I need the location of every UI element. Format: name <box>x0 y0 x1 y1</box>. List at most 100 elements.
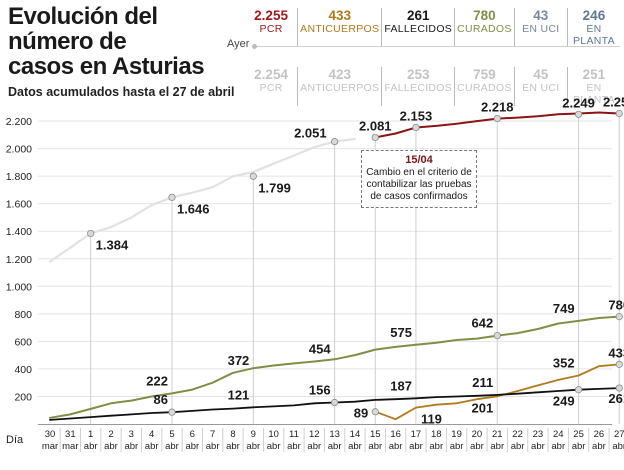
x-tick-day: 21 <box>492 429 503 440</box>
data-point-marker <box>168 408 176 416</box>
data-label: 119 <box>421 412 442 427</box>
stat-label: FALLECIDOS <box>384 82 453 94</box>
x-tick-month: abr <box>267 441 281 452</box>
data-point-marker <box>412 123 420 132</box>
x-tick-month: abr <box>470 441 484 452</box>
data-point-marker <box>615 312 623 321</box>
stat-yesterday-pcr: 2.254 PCR <box>245 67 299 106</box>
x-tick-day: 18 <box>431 429 442 440</box>
x-tick-day: 15 <box>370 429 381 440</box>
x-tick-day: 17 <box>411 429 422 440</box>
y-tick-label: 1.000 <box>6 281 32 293</box>
x-tick-month: abr <box>145 441 159 452</box>
stat-value: 2.254 <box>254 67 288 82</box>
x-tick-month: abr <box>450 441 464 452</box>
data-label: 2.249 <box>562 95 595 110</box>
data-point-marker <box>493 114 501 123</box>
data-point-marker <box>87 229 95 238</box>
x-tick-day: 5 <box>169 429 174 440</box>
x-tick-month: abr <box>409 441 423 452</box>
data-label: 201 <box>472 400 494 415</box>
x-tick-day: 26 <box>594 429 605 440</box>
x-tick-day: 2 <box>108 429 113 440</box>
x-tick-month: abr <box>226 441 240 452</box>
data-label: 372 <box>228 353 250 368</box>
y-tick-label: 1.400 <box>6 226 32 238</box>
x-axis-label: Día <box>6 434 24 446</box>
x-tick-month: mar <box>62 441 78 452</box>
y-tick-label: 1.800 <box>6 171 32 183</box>
x-tick-day: 8 <box>230 429 235 440</box>
stat-value: 261 <box>406 8 430 23</box>
x-tick-month: abr <box>490 441 504 452</box>
data-label: 1.646 <box>177 201 210 216</box>
x-tick-day: 19 <box>451 429 462 440</box>
x-tick-month: abr <box>592 441 606 452</box>
data-label: 261 <box>608 391 624 406</box>
x-tick-day: 11 <box>289 429 299 440</box>
stat-yesterday-uci: 45 EN UCI <box>515 67 568 106</box>
stat-value: 423 <box>328 67 351 82</box>
data-label: 454 <box>309 341 331 356</box>
x-tick-month: abr <box>368 441 382 452</box>
x-tick-day: 13 <box>329 429 340 440</box>
x-tick-day: 24 <box>553 429 564 440</box>
stat-today-anticuerpos: 433 ANTICUERPOS <box>298 8 383 47</box>
stat-value: 253 <box>406 67 430 82</box>
stat-yesterday-curados: 759 CURADOS <box>455 67 515 106</box>
y-tick-label: 600 <box>14 336 32 348</box>
stat-label: CURADOS <box>457 23 512 35</box>
x-tick-day: 16 <box>390 429 401 440</box>
x-tick-month: abr <box>185 441 199 452</box>
data-label: 86 <box>154 392 168 407</box>
data-label: 2.153 <box>400 109 433 124</box>
data-point-marker <box>493 331 501 340</box>
data-label: 2.081 <box>359 118 392 133</box>
y-tick-label: 400 <box>14 364 32 376</box>
stat-value: 43 <box>533 8 549 23</box>
x-tick-month: mar <box>42 441 58 452</box>
title-line-1: Evolución del <box>8 3 158 30</box>
chart-subtitle: Datos acumulados hasta el 27 de abril <box>8 85 235 99</box>
x-tick-month: abr <box>307 441 321 452</box>
stat-label: CURADOS <box>457 82 512 94</box>
x-tick-day: 31 <box>65 429 76 440</box>
data-label: 1.384 <box>96 237 129 252</box>
criteria-change-note: 15/04 Cambio en el criterio de contabili… <box>361 150 477 208</box>
y-tick-label: 2.000 <box>6 144 32 156</box>
stats-panel: 2.255 PCR 433 ANTICUERPOS 261 FALLECIDOS 78… <box>245 8 620 106</box>
data-label: 222 <box>146 373 168 388</box>
title-line-3: casos en Asturias <box>8 53 205 80</box>
data-label: 749 <box>553 301 575 316</box>
stat-label: EN PLANTA <box>573 23 615 47</box>
data-label: 642 <box>472 316 494 331</box>
x-tick-day: 1 <box>88 429 93 440</box>
data-label: 575 <box>390 325 412 340</box>
data-label: 2.255 <box>603 94 624 109</box>
x-tick-day: 27 <box>614 429 624 440</box>
x-tick-day: 4 <box>149 429 154 440</box>
stat-value: 251 <box>582 67 606 82</box>
x-tick-month: abr <box>348 441 362 452</box>
title-line-2: número de <box>8 28 127 55</box>
stats-today-row: 2.255 PCR 433 ANTICUERPOS 261 FALLECIDOS 78… <box>245 8 620 47</box>
data-label: 211 <box>472 375 493 390</box>
chart-title: Evolución del número de casos en Asturia… <box>8 3 205 80</box>
data-point-marker <box>371 133 379 142</box>
x-tick-month: abr <box>389 441 403 452</box>
y-tick-label: 800 <box>14 309 32 321</box>
stat-yesterday-fallecidos: 253 FALLECIDOS <box>382 67 456 106</box>
series-line <box>374 363 621 421</box>
x-tick-month: abr <box>531 441 545 452</box>
x-tick-day: 25 <box>573 429 584 440</box>
x-tick-day: 3 <box>129 429 134 440</box>
y-tick-label: 2.200 <box>6 116 32 128</box>
y-tick-label: 1.200 <box>6 254 32 266</box>
data-point-marker <box>249 172 257 180</box>
stat-label: EN UCI <box>522 82 560 94</box>
x-tick-day: 20 <box>472 429 483 440</box>
data-point-marker <box>574 110 583 118</box>
stat-label: ANTICUERPOS <box>300 23 380 35</box>
x-tick-day: 14 <box>350 429 361 440</box>
